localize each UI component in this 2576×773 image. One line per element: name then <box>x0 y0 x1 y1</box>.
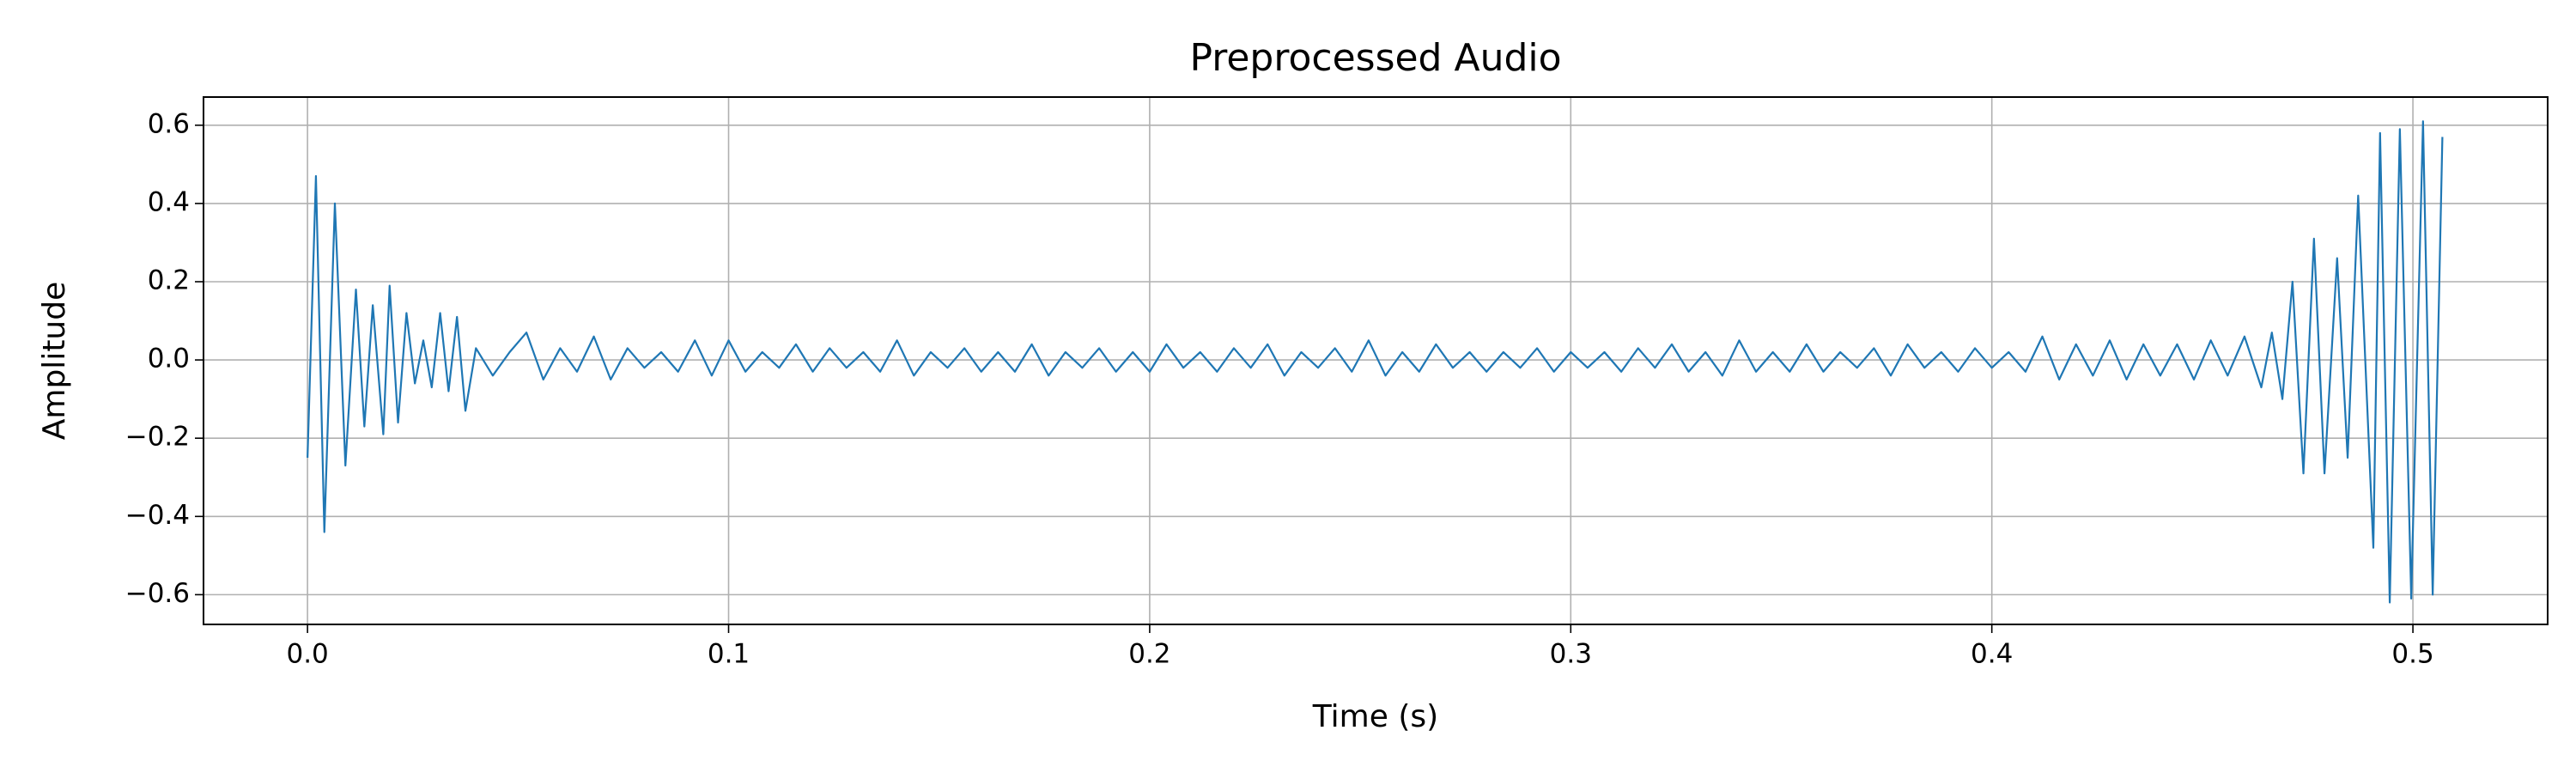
x-tick-label: 0.5 <box>2391 639 2433 670</box>
chart-title: Preprocessed Audio <box>1189 36 1561 80</box>
y-tick-label: 0.0 <box>148 344 190 374</box>
x-tick-label: 0.1 <box>708 639 750 670</box>
x-tick-label: 0.4 <box>1971 639 2013 670</box>
x-tick-label: 0.3 <box>1550 639 1592 670</box>
x-tick-label: 0.2 <box>1128 639 1170 670</box>
waveform-line <box>307 120 2444 604</box>
y-tick-label: −0.4 <box>125 500 190 531</box>
y-tick-label: −0.6 <box>125 578 190 609</box>
y-tick-label: 0.2 <box>148 265 190 295</box>
x-axis-label: Time (s) <box>1312 699 1438 734</box>
x-tick-label: 0.0 <box>286 639 328 670</box>
y-axis-label: Amplitude <box>37 282 72 440</box>
y-tick-label: −0.2 <box>125 422 190 453</box>
y-tick-label: 0.4 <box>148 186 190 217</box>
y-tick-label: 0.6 <box>148 108 190 139</box>
plot-frame <box>203 96 2549 625</box>
